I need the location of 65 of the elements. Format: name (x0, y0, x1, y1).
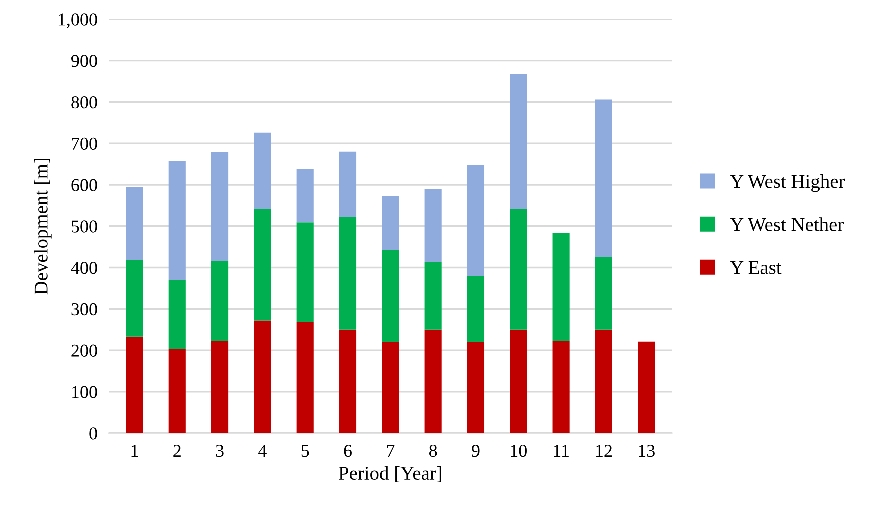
bar (212, 261, 229, 342)
x-tick-label: 6 (344, 445, 352, 458)
bar (510, 74, 528, 210)
bar (467, 342, 485, 434)
bar (126, 187, 144, 260)
x-tick-label: 7 (387, 445, 395, 457)
y-tick-label: 0 (90, 428, 98, 440)
y-tick-label: 600 (72, 179, 98, 192)
y-tick-label: 1,000 (58, 14, 98, 28)
bar (595, 100, 612, 257)
x-axis-title: Period [Year] (339, 466, 442, 482)
bar (254, 208, 272, 321)
x-tick-label: 11 (554, 445, 569, 457)
x-tick-label: 4 (258, 445, 267, 457)
y-tick-label: 100 (72, 386, 98, 398)
bar (168, 161, 186, 280)
legend-label: Y West Nether (730, 218, 844, 232)
y-tick-label: 700 (72, 138, 98, 150)
bar (168, 280, 186, 350)
bar (212, 341, 229, 434)
bar (510, 209, 528, 330)
x-tick-label: 12 (596, 445, 612, 457)
bar (254, 320, 272, 434)
bar (339, 217, 357, 330)
bar (552, 341, 570, 434)
bar (638, 342, 656, 434)
bar (467, 276, 485, 342)
bar (595, 330, 612, 434)
x-tick-label: 3 (216, 445, 224, 458)
bar (552, 233, 570, 342)
bar (510, 330, 528, 434)
bar (339, 330, 357, 434)
x-tick-label: 2 (174, 445, 181, 457)
x-tick-label: 9 (472, 445, 480, 458)
x-tick-label: 1 (132, 445, 138, 457)
bar (382, 250, 400, 342)
y-tick-label: 800 (72, 96, 98, 109)
bar (168, 349, 186, 434)
legend-label: Y East (730, 261, 782, 274)
bar (467, 165, 485, 276)
y-axis-title: Development [m] (34, 158, 52, 295)
bar (382, 342, 400, 434)
bar (382, 196, 400, 250)
bar (296, 169, 314, 223)
bar (595, 257, 612, 330)
bar (296, 222, 314, 322)
x-tick-label: 10 (511, 444, 527, 458)
bar (296, 322, 314, 434)
bar (339, 152, 357, 218)
bar (126, 260, 144, 337)
bar (424, 189, 442, 262)
x-tick-label: 8 (430, 444, 438, 458)
x-tick-label: 5 (302, 445, 310, 458)
y-tick-label: 500 (72, 220, 98, 233)
bar (126, 336, 144, 434)
y-tick-label: 200 (72, 344, 98, 357)
y-tick-label: 300 (72, 303, 98, 316)
bar (424, 262, 442, 330)
bar (212, 152, 229, 262)
bar (424, 330, 442, 434)
y-tick-label: 400 (71, 262, 98, 274)
x-tick-label: 13 (639, 445, 655, 458)
bar (254, 132, 272, 209)
legend-label: Y West Higher (730, 174, 846, 192)
y-tick-label: 900 (72, 55, 98, 68)
